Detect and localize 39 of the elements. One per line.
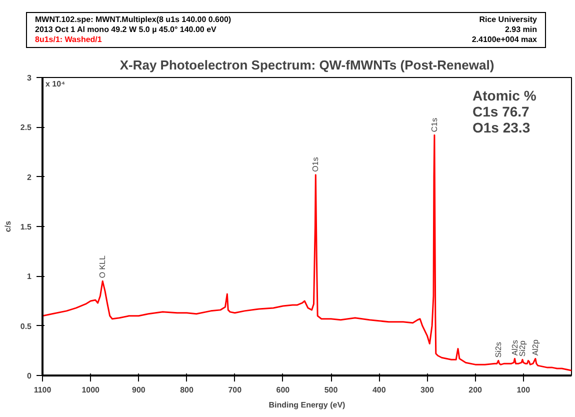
annotation: C1s 76.7	[472, 104, 530, 120]
annotation: O KLL	[98, 254, 108, 278]
x-tick-label: 400	[372, 386, 386, 394]
text: 2013 Oct 1 Al mono 49.2 W 5.0 µ 45.0° 140.00 eV	[35, 25, 218, 35]
annotation: Si2p	[518, 340, 527, 357]
y-tick-label: 2	[27, 172, 32, 182]
x-tick-label: 300	[420, 386, 434, 394]
x-axis-title: Binding Energy (eV)	[268, 400, 346, 410]
annotation: O1s 23.3	[472, 120, 530, 136]
text: Rice University	[478, 15, 537, 25]
text: MWNT.102.spe: MWNT.Multiplex(8 u1s 140.00 0.600)	[35, 15, 232, 25]
annotation: Atomic %	[472, 88, 537, 104]
annotation: Si2s	[494, 342, 503, 358]
y-tick-label: 1.5	[20, 222, 32, 232]
y-tick-label: 0.5	[20, 322, 32, 331]
y-tick-label: 3	[27, 74, 32, 82]
text: 2.4100e+004 max	[472, 35, 537, 45]
x-tick-label: 600	[276, 386, 290, 394]
y-axis-title: c/s	[3, 220, 12, 232]
annotation: C1s	[430, 118, 439, 132]
annotation: Al2p	[530, 339, 540, 356]
annotation: x 10⁴	[46, 80, 66, 88]
text: 8u1s/1: Washed/1	[35, 35, 103, 45]
annotation: Al2s	[510, 340, 520, 356]
chart-title: X-Ray Photoelectron Spectrum: QW-fMWNTs (Post-Renewal)	[120, 58, 494, 72]
x-tick-label: 500	[324, 386, 338, 394]
x-tick-label: 700	[228, 386, 242, 394]
x-tick-label: 900	[132, 386, 146, 394]
y-tick-label: 1	[27, 272, 32, 282]
text: 2.93 min	[504, 25, 537, 35]
x-tick-label: 800	[180, 386, 194, 394]
x-tick-label: 200	[468, 386, 483, 394]
x-tick-label: 100	[516, 386, 531, 394]
x-tick-label: 1000	[82, 386, 100, 394]
line-series	[42, 134, 572, 372]
annotation: O1s	[311, 157, 320, 172]
y-tick-label: 2.5	[20, 123, 32, 132]
y-tick-label: 0	[27, 372, 32, 380]
x-tick-label: 1100	[34, 386, 52, 394]
